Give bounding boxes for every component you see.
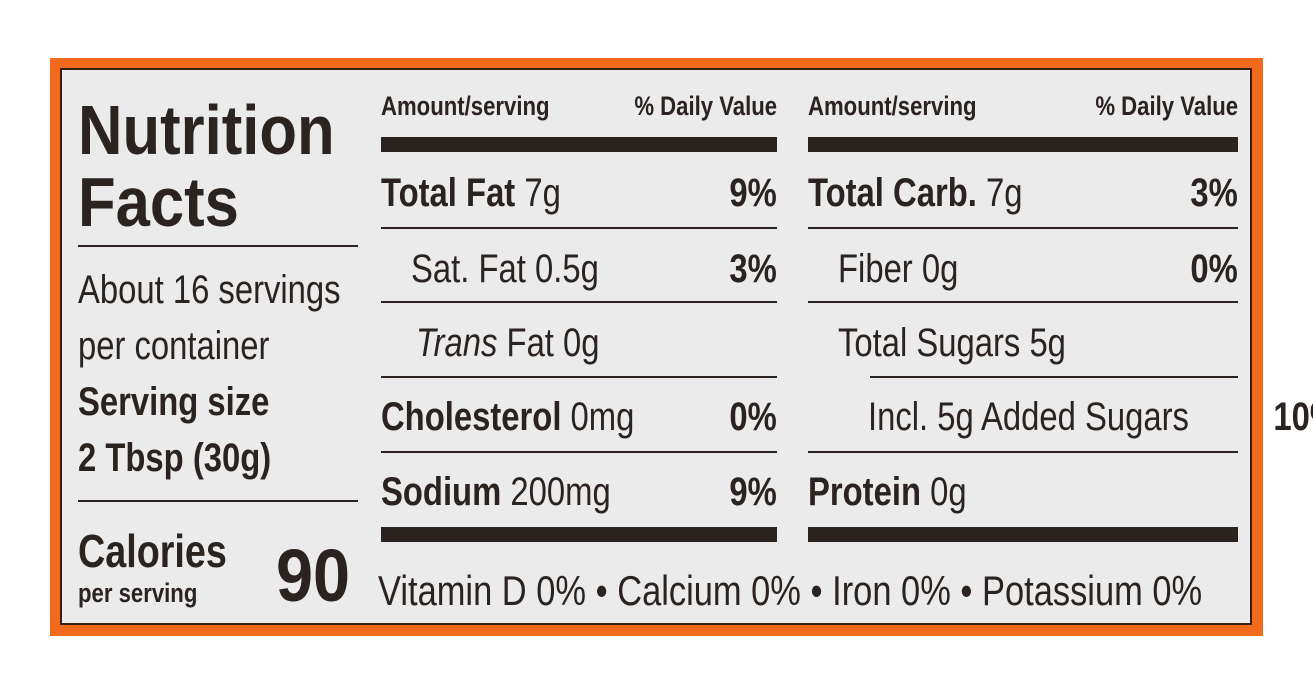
divider: [381, 227, 777, 229]
divider: [381, 376, 777, 378]
serving-size-label: Serving size: [78, 380, 270, 424]
thick-bar: [381, 527, 777, 542]
title-nutrition: Nutrition: [78, 91, 335, 169]
row-total-carb: Total Carb. 7g 3%: [808, 170, 1238, 215]
thick-bar: [808, 527, 1238, 542]
row-total-sugars: Total Sugars 5g: [838, 320, 1066, 365]
servings-per-container: About 16 servings: [78, 268, 341, 312]
row-protein: Protein 0g: [808, 469, 967, 514]
vitamins-minerals: Vitamin D 0% • Calcium 0% • Iron 0% • Po…: [378, 567, 1203, 614]
row-fiber: Fiber 0g 0%: [838, 246, 1238, 291]
servings-per-container-2: per container: [78, 324, 270, 368]
divider: [78, 245, 358, 247]
divider: [808, 301, 1238, 303]
row-cholesterol: Cholesterol 0mg 0%: [381, 394, 777, 439]
row-sodium: Sodium 200mg 9%: [381, 469, 777, 514]
thick-bar: [381, 137, 777, 152]
calories-value: 90: [276, 534, 351, 617]
divider: [78, 500, 358, 502]
divider: [381, 451, 777, 453]
row-sat-fat: Sat. Fat 0.5g 3%: [411, 246, 777, 291]
row-total-fat: Total Fat 7g 9%: [381, 170, 777, 215]
divider: [808, 451, 1238, 453]
calories-subtitle: per serving: [78, 578, 198, 608]
title-facts: Facts: [78, 163, 239, 241]
thick-bar: [808, 137, 1238, 152]
header-left: Amount/serving% Daily Value: [381, 90, 777, 121]
divider: [381, 301, 777, 303]
divider: [808, 227, 1238, 229]
row-trans-fat: Trans Fat 0g: [416, 320, 600, 365]
serving-size-value: 2 Tbsp (30g): [78, 436, 272, 480]
divider: [870, 376, 1238, 378]
calories-label: Calories: [78, 525, 227, 577]
header-right: Amount/serving% Daily Value: [808, 90, 1238, 121]
